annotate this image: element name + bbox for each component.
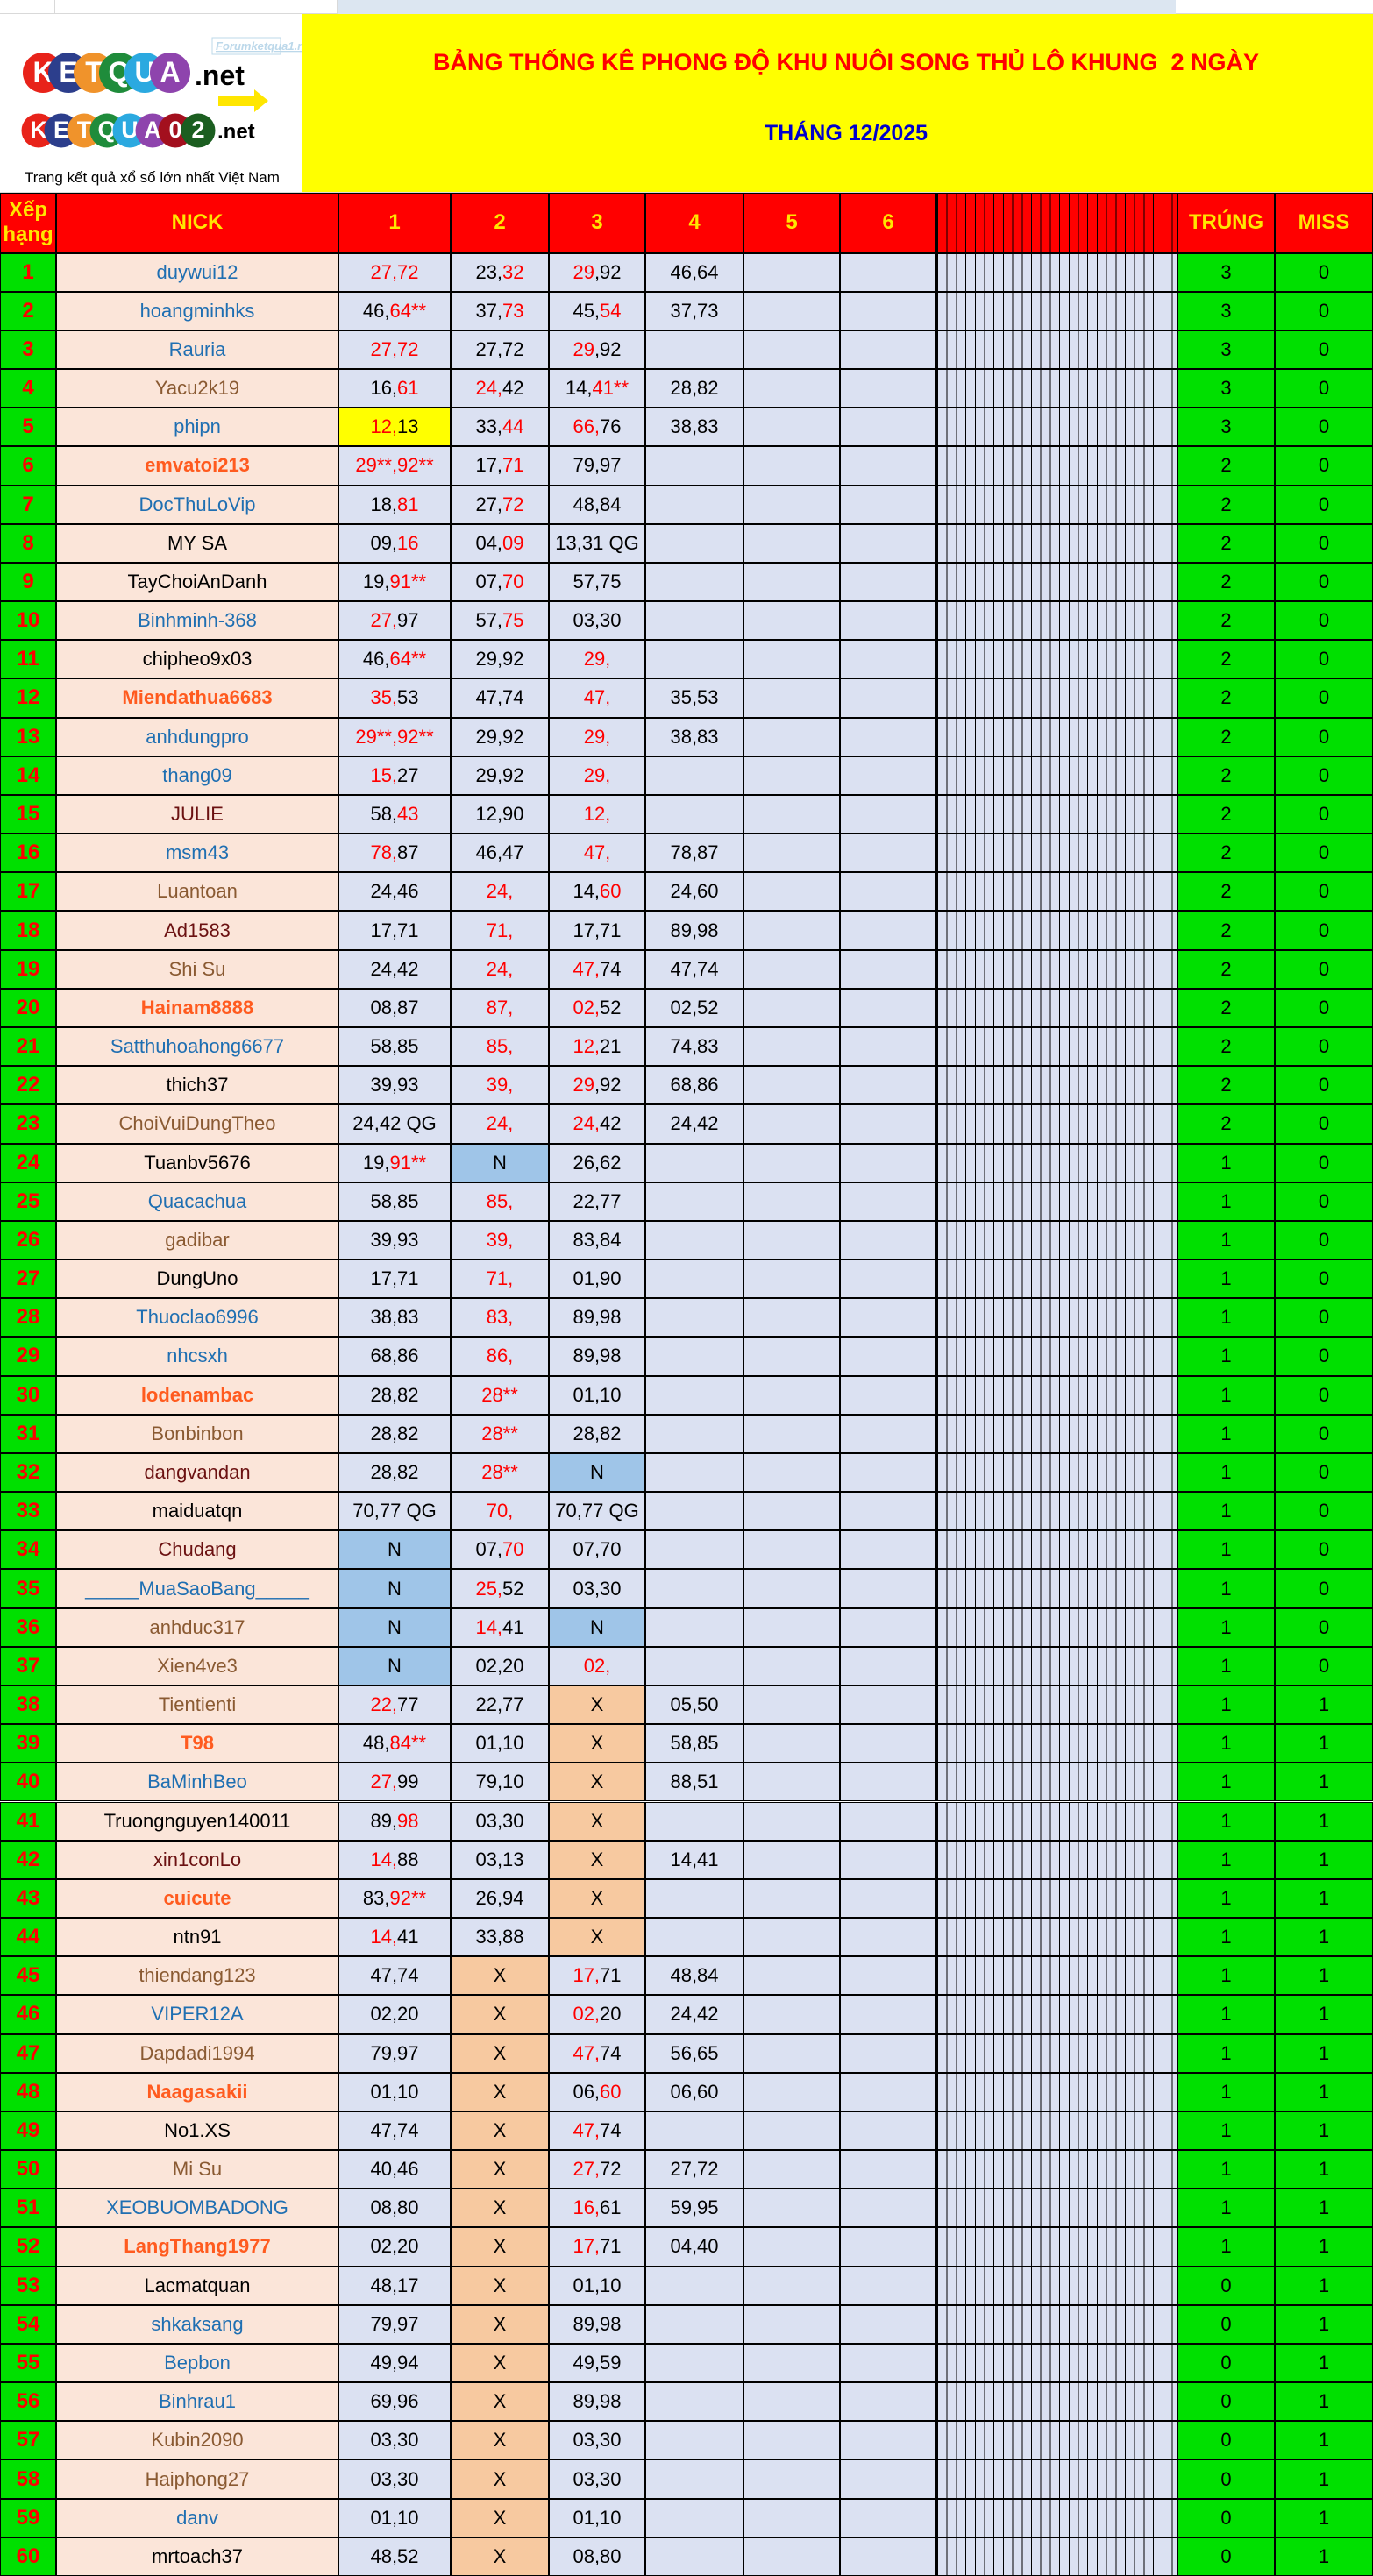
svg-text:A: A: [160, 56, 180, 88]
svg-text:T: T: [77, 117, 92, 143]
svg-text:E: E: [53, 117, 69, 143]
svg-text:.net: .net: [195, 60, 245, 91]
svg-text:0: 0: [168, 117, 181, 143]
svg-text:.net: .net: [217, 120, 255, 144]
svg-text:2: 2: [191, 117, 204, 143]
svg-text:Trang kết quả xổ số lớn nhất V: Trang kết quả xổ số lớn nhất Việt Nam: [25, 169, 280, 186]
svg-text:Forumketqua1.net: Forumketqua1.net: [216, 39, 302, 53]
